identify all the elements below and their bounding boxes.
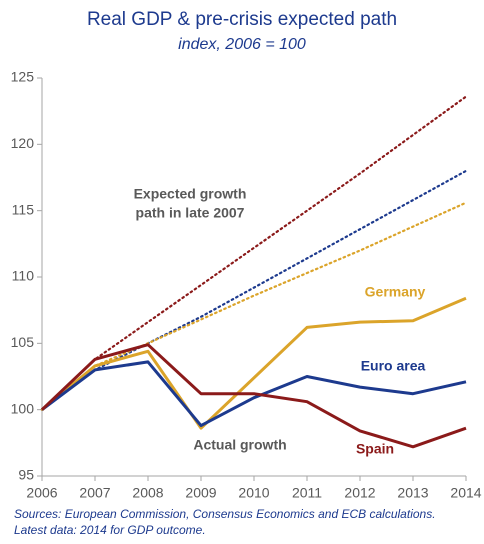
x-tick-label: 2013 xyxy=(397,485,428,501)
x-tick-label: 2008 xyxy=(132,485,163,501)
expected-line xyxy=(40,201,468,411)
series-line xyxy=(41,296,467,430)
x-tick-label: 2011 xyxy=(292,485,322,501)
chart-title: Real GDP & pre-crisis expected path xyxy=(87,9,397,30)
series-label: Euro area xyxy=(361,358,426,374)
y-tick-label: 115 xyxy=(12,201,35,217)
series-label: Spain xyxy=(356,441,394,457)
y-tick-label: 120 xyxy=(11,135,35,151)
y-tick-label: 125 xyxy=(11,69,35,85)
footnote: Latest data: 2014 for GDP outcome. xyxy=(14,523,206,537)
series-label: Germany xyxy=(365,284,426,300)
series-line xyxy=(40,343,467,449)
y-tick-label: 110 xyxy=(12,268,35,284)
chart-subtitle: index, 2006 = 100 xyxy=(178,36,306,53)
x-tick-label: 2010 xyxy=(238,485,269,501)
y-tick-label: 105 xyxy=(11,334,35,350)
y-tick-label: 100 xyxy=(11,400,35,416)
x-tick-label: 2014 xyxy=(450,485,481,501)
x-tick-label: 2012 xyxy=(344,485,375,501)
expected-line xyxy=(40,95,468,411)
x-tick-label: 2007 xyxy=(79,485,110,501)
x-tick-label: 2006 xyxy=(26,485,57,501)
footnote: Sources: European Commission, Consensus … xyxy=(14,507,436,521)
y-tick-label: 95 xyxy=(18,467,34,483)
annotation: Actual growth xyxy=(193,437,286,453)
annotation: Expected growth xyxy=(134,186,247,202)
series-line xyxy=(41,360,467,428)
x-tick-label: 2009 xyxy=(185,485,216,501)
annotation: path in late 2007 xyxy=(136,205,245,221)
